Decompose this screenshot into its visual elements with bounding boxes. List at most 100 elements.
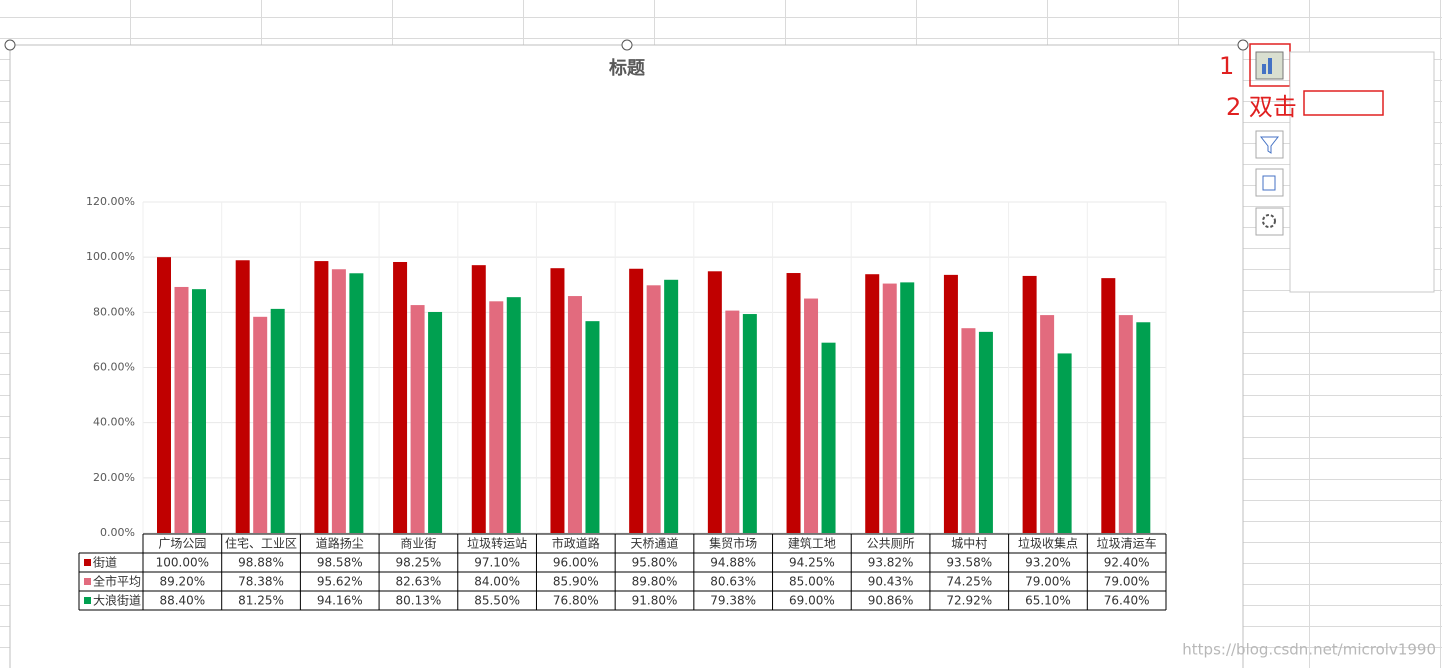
table-value: 100.00% xyxy=(156,556,209,570)
bar[interactable] xyxy=(707,271,722,533)
table-value: 93.58% xyxy=(946,556,992,570)
chart-area[interactable] xyxy=(9,44,1244,668)
bar[interactable] xyxy=(629,268,644,533)
bar[interactable] xyxy=(471,265,486,533)
bar[interactable] xyxy=(410,305,425,533)
bar[interactable] xyxy=(157,257,171,533)
bar[interactable] xyxy=(567,296,582,533)
watermark: https://blog.csdn.net/microlv1990 xyxy=(1182,641,1436,659)
x-tick-label: 垃圾转运站 xyxy=(467,536,527,551)
bar[interactable] xyxy=(1057,353,1072,533)
legend-swatch xyxy=(84,578,91,585)
bar[interactable] xyxy=(664,279,679,533)
x-tick-label: 天桥通道 xyxy=(630,537,678,551)
table-value: 80.13% xyxy=(396,594,442,608)
bar[interactable] xyxy=(1022,275,1037,533)
bar[interactable] xyxy=(865,274,880,533)
bar[interactable] xyxy=(943,274,958,533)
resize-handle[interactable] xyxy=(4,39,16,51)
bar[interactable] xyxy=(786,273,801,533)
x-tick-label: 商业街 xyxy=(400,536,436,551)
table-value: 97.10% xyxy=(474,556,520,570)
bar[interactable] xyxy=(349,273,364,533)
table-value: 92.40% xyxy=(1104,556,1150,570)
icon-part xyxy=(1268,58,1272,74)
filter-button[interactable] xyxy=(1255,130,1284,159)
table-value: 93.82% xyxy=(868,556,914,570)
x-tick-label: 集贸市场 xyxy=(709,536,757,551)
bar[interactable] xyxy=(961,328,976,533)
x-tick-label: 住宅、工业区 xyxy=(225,536,297,551)
bar[interactable] xyxy=(1136,322,1151,533)
chart-title[interactable]: 标题 xyxy=(608,57,646,79)
bar[interactable] xyxy=(804,298,819,533)
table-value: 98.58% xyxy=(317,556,363,570)
x-tick-label: 城中村 xyxy=(951,536,987,551)
y-tick-label: 0.00% xyxy=(100,526,135,539)
table-value: 82.63% xyxy=(396,575,442,589)
bar[interactable] xyxy=(646,285,661,533)
bar[interactable] xyxy=(821,342,836,533)
table-value: 85.00% xyxy=(789,575,835,589)
x-tick-label: 市政道路 xyxy=(552,536,600,551)
table-value: 96.00% xyxy=(553,556,599,570)
table-value: 89.20% xyxy=(159,575,205,589)
table-value: 79.38% xyxy=(710,594,756,608)
bar[interactable] xyxy=(550,268,565,533)
bar[interactable] xyxy=(1101,278,1116,533)
style-button[interactable] xyxy=(1255,168,1284,197)
bar[interactable] xyxy=(428,311,443,533)
bar[interactable] xyxy=(585,321,600,533)
table-value: 90.43% xyxy=(868,575,914,589)
bar[interactable] xyxy=(331,269,346,533)
bar[interactable] xyxy=(725,310,740,533)
bar[interactable] xyxy=(393,261,408,533)
table-value: 74.25% xyxy=(946,575,992,589)
bar[interactable] xyxy=(192,289,206,533)
bar[interactable] xyxy=(882,283,897,533)
bar[interactable] xyxy=(978,331,993,533)
bar[interactable] xyxy=(314,261,329,533)
bar[interactable] xyxy=(506,297,521,533)
table-value: 84.00% xyxy=(474,575,520,589)
legend-swatch xyxy=(84,559,91,566)
table-value: 94.88% xyxy=(710,556,756,570)
gear-icon xyxy=(1262,214,1276,228)
table-value: 93.20% xyxy=(1025,556,1071,570)
table-value: 90.86% xyxy=(868,594,914,608)
table-value: 95.62% xyxy=(317,575,363,589)
bar[interactable] xyxy=(253,316,268,533)
bar[interactable] xyxy=(270,308,285,533)
legend-swatch xyxy=(84,597,91,604)
bar[interactable] xyxy=(742,314,757,533)
bar[interactable] xyxy=(1118,315,1133,533)
bar[interactable] xyxy=(174,286,189,533)
annotation: 1 xyxy=(1219,52,1234,80)
table-value: 81.25% xyxy=(238,594,284,608)
y-tick-label: 80.00% xyxy=(93,305,135,318)
table-value: 76.80% xyxy=(553,594,599,608)
table-value: 76.40% xyxy=(1104,594,1150,608)
x-tick-label: 建筑工地 xyxy=(788,536,836,551)
annotation: 2 双击 xyxy=(1226,93,1297,121)
y-tick-label: 40.00% xyxy=(93,416,135,429)
bar[interactable] xyxy=(489,301,504,533)
settings-button[interactable] xyxy=(1255,207,1284,236)
table-value: 98.25% xyxy=(396,556,442,570)
bar[interactable] xyxy=(1040,315,1055,533)
highlight-box xyxy=(1303,90,1384,116)
x-tick-label: 垃圾清运车 xyxy=(1097,536,1157,551)
resize-handle[interactable] xyxy=(1237,39,1249,51)
y-tick-label: 60.00% xyxy=(93,361,135,374)
table-value: 79.00% xyxy=(1104,575,1150,589)
bar[interactable] xyxy=(235,260,250,533)
table-value: 69.00% xyxy=(789,594,835,608)
table-value: 94.25% xyxy=(789,556,835,570)
legend-label: 大浪街道 xyxy=(93,593,141,608)
bar[interactable] xyxy=(900,282,915,533)
table-value: 94.16% xyxy=(317,594,363,608)
table-value: 85.50% xyxy=(474,594,520,608)
y-tick-label: 120.00% xyxy=(86,195,135,208)
resize-handle[interactable] xyxy=(621,39,633,51)
